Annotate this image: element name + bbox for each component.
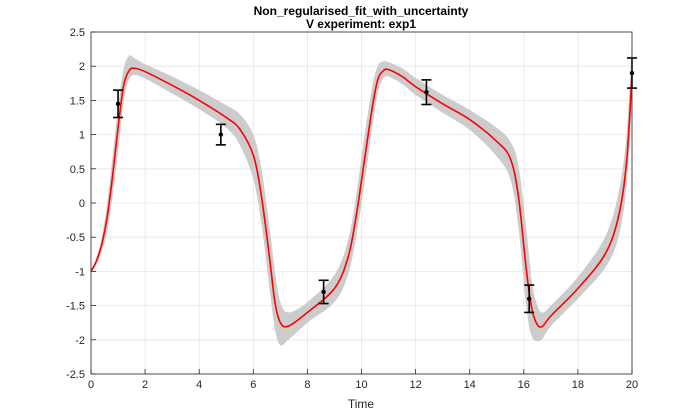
data-marker (424, 89, 429, 95)
x-tick-label: 8 (304, 379, 310, 391)
y-tick-label: 0.5 (70, 164, 85, 176)
fit-line-group (90, 67, 633, 328)
x-tick-label: 4 (196, 379, 202, 391)
x-axis-label: Time (348, 397, 375, 411)
y-tick-label: 2.5 (70, 27, 85, 39)
data-point (524, 284, 535, 314)
x-tick-label: 14 (464, 379, 476, 391)
y-tick-label: 0 (79, 198, 85, 210)
data-point (318, 279, 329, 305)
data-marker (527, 296, 532, 301)
data-marker (115, 101, 121, 107)
data-point (421, 79, 432, 106)
y-tick-label: -2.5 (66, 369, 85, 381)
y-tick-label: 1 (79, 130, 85, 142)
fit-line (90, 67, 633, 328)
chart-title: Non_regularised_fit_with_uncertainty (254, 4, 469, 18)
data-marker (321, 289, 326, 295)
x-tick-label: 2 (142, 379, 148, 391)
data-marker (218, 132, 224, 137)
x-tick-label: 10 (355, 379, 367, 391)
x-axis-ticks: 0 2 4 6 8 10 12 14 16 18 20 (88, 369, 638, 391)
data-point (215, 123, 226, 146)
y-tick-label: -1.5 (66, 301, 85, 313)
x-tick-label: 12 (409, 379, 421, 391)
y-tick-label: 2 (79, 61, 85, 73)
y-tick-label: -1 (75, 266, 85, 278)
y-axis-ticks: -2.5 -2 -1.5 -1 -0.5 0 0.5 1 1.5 2 2.5 (66, 27, 96, 381)
x-tick-label: 18 (572, 379, 584, 391)
x-tick-label: 20 (626, 379, 638, 391)
chart-subtitle: V experiment: exp1 (306, 17, 416, 31)
x-tick-label: 0 (88, 379, 94, 391)
x-tick-label: 6 (250, 379, 256, 391)
y-tick-label: 1.5 (70, 95, 85, 107)
x-tick-label: 16 (518, 379, 530, 391)
y-tick-label: -2 (75, 335, 85, 347)
data-point (113, 89, 124, 119)
y-tick-label: -0.5 (66, 232, 85, 244)
